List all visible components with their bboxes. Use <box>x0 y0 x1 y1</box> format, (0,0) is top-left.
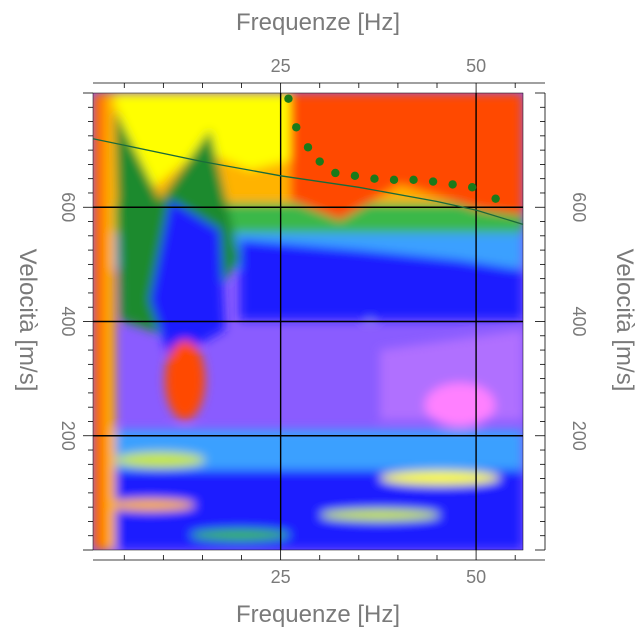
y-tick-label-right: 600 <box>569 192 589 222</box>
dispersion-point <box>315 157 324 166</box>
y-tick-label-right: 400 <box>569 306 589 336</box>
model-dispersion-curve <box>92 138 524 226</box>
y-axis-title-right: Velocità [m/s] <box>611 249 637 392</box>
dispersion-point <box>389 175 399 185</box>
dispersion-point <box>428 177 438 186</box>
heatmap-field <box>93 93 523 550</box>
dispersion-point <box>292 123 301 132</box>
dispersion-point <box>370 174 379 183</box>
tick-labels: 25 25 50 50 200 200 400 400 600 600 <box>58 56 589 587</box>
y-tick-label-left: 400 <box>58 306 78 336</box>
model-curve-layer <box>92 138 524 226</box>
y-tick-label-left: 200 <box>58 421 78 451</box>
dispersion-points-layer <box>284 94 500 203</box>
x-axis-title-top: Frequenze [Hz] <box>236 9 400 36</box>
y-axis-title-left: Velocità [m/s] <box>14 249 41 392</box>
dispersion-point <box>331 168 340 178</box>
axis-ticks <box>83 82 546 561</box>
dispersion-point <box>284 94 293 103</box>
x-axis-title-bottom: Frequenze [Hz] <box>236 601 400 628</box>
x-tick-label-bottom: 50 <box>466 567 486 587</box>
dispersion-point <box>448 180 457 189</box>
dispersion-point <box>491 194 500 203</box>
dispersion-point <box>467 183 477 192</box>
dispersion-point <box>303 143 313 152</box>
x-tick-label-bottom: 25 <box>271 567 291 587</box>
dispersion-point <box>409 175 418 185</box>
x-tick-label-top: 25 <box>271 56 291 76</box>
grid-lines <box>93 93 523 550</box>
y-tick-label-left: 600 <box>58 192 78 222</box>
y-tick-label-right: 200 <box>569 421 589 451</box>
dispersion-point <box>350 171 360 181</box>
x-tick-label-top: 50 <box>466 56 486 76</box>
